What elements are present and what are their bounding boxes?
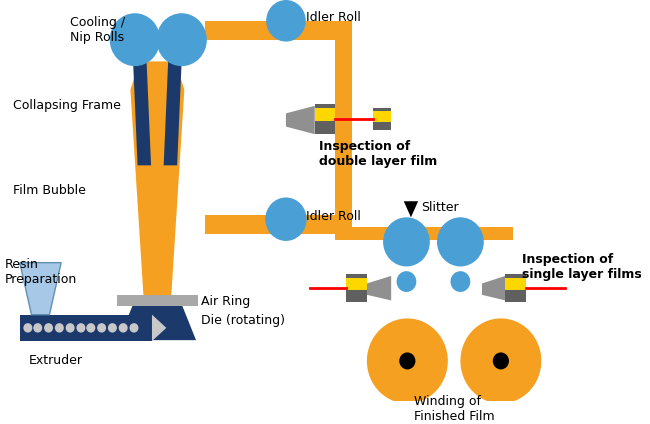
Text: Resin
Preparation: Resin Preparation [5,258,77,286]
Circle shape [55,323,64,332]
Bar [373,108,391,131]
Circle shape [77,323,85,332]
Text: Inspection of
single layer films: Inspection of single layer films [521,253,642,281]
Bar [205,215,351,234]
Polygon shape [164,61,181,165]
Bar [20,315,152,341]
Circle shape [396,271,417,292]
Text: Slitter: Slitter [421,201,458,214]
Circle shape [437,218,484,266]
Text: Idler Roll: Idler Roll [306,210,361,223]
Circle shape [399,352,415,369]
Circle shape [367,318,448,404]
Bar [315,108,335,121]
Bar [335,21,352,227]
Circle shape [44,323,53,332]
Circle shape [266,0,305,42]
Circle shape [119,323,127,332]
Polygon shape [404,201,418,218]
Circle shape [129,323,138,332]
Bar [335,227,513,240]
Circle shape [97,323,106,332]
Bar [346,274,367,302]
Polygon shape [133,61,151,165]
Circle shape [265,198,307,241]
Bar [205,21,351,40]
Circle shape [108,323,117,332]
Polygon shape [119,304,196,340]
Bar [346,278,367,290]
Circle shape [86,323,96,332]
Text: Film Bubble: Film Bubble [14,184,86,197]
Text: Inspection of
double layer film: Inspection of double layer film [319,140,437,168]
Circle shape [383,218,430,266]
Circle shape [493,352,509,369]
Polygon shape [482,276,505,301]
Polygon shape [152,315,166,341]
Polygon shape [20,263,61,315]
Polygon shape [286,106,315,134]
Bar [505,278,526,290]
Text: Winding of
Finished Film: Winding of Finished Film [414,395,495,423]
Circle shape [33,323,42,332]
Bar [505,274,526,302]
Bar [117,295,198,306]
Text: Collapsing Frame: Collapsing Frame [14,99,122,112]
Polygon shape [131,61,185,302]
Text: Die (rotating): Die (rotating) [202,314,285,327]
Circle shape [23,323,32,332]
Polygon shape [367,276,391,301]
Text: Cooling /
Nip Rolls: Cooling / Nip Rolls [70,16,125,44]
Text: Extruder: Extruder [29,354,83,367]
Circle shape [110,13,160,66]
Circle shape [450,271,471,292]
Circle shape [66,323,75,332]
Text: Idler Roll: Idler Roll [306,11,361,24]
Bar [315,104,335,134]
Circle shape [157,13,207,66]
Bar [373,111,391,122]
Text: Air Ring: Air Ring [202,295,251,308]
Circle shape [460,318,541,404]
